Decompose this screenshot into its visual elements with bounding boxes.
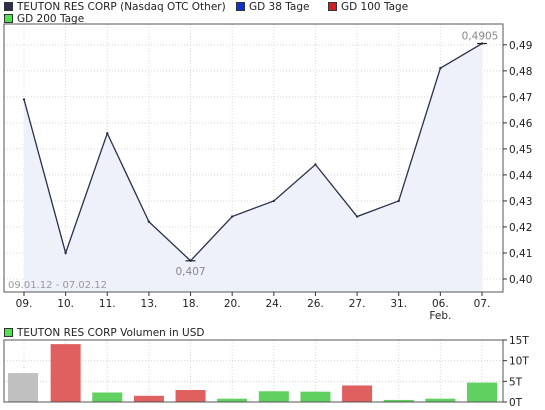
volume-bar — [383, 399, 414, 402]
volume-bar — [258, 391, 289, 402]
volume-bar — [8, 373, 38, 402]
price-point — [355, 215, 359, 218]
price-ytick-label: 0,49 — [509, 40, 532, 52]
price-y-axis: 0,40 0,41 0,42 0,43 0,44 0,45 0,46 0,47 0,48 0,49 — [503, 40, 533, 286]
price-point — [22, 98, 26, 101]
price-point — [397, 199, 400, 203]
volume-ytick-label: 5T — [509, 376, 523, 388]
volume-bar — [467, 382, 497, 402]
price-xtick-label: 26. — [307, 298, 324, 310]
date-range-label: 09.01.12 - 07.02.12 — [8, 280, 107, 291]
price-xtick-label: 09. — [16, 298, 33, 310]
price-ytick-label: 0,45 — [509, 144, 532, 156]
price-ytick-label: 0,42 — [509, 222, 532, 234]
price-xtick-label: 13. — [141, 298, 158, 310]
price-xtick-label: 27. — [349, 298, 366, 310]
price-area-fill — [24, 43, 482, 293]
volume-bar — [133, 395, 164, 402]
legend-gd38-swatch — [236, 2, 245, 11]
price-marks: 0,4905 0,407 — [22, 31, 499, 278]
price-xtick-label: 31. — [390, 298, 407, 310]
legend-gd38-label: GD 38 Tage — [249, 1, 310, 13]
volume-bar — [50, 344, 81, 402]
volume-bar — [342, 385, 373, 402]
volume-bar — [300, 391, 331, 402]
legend-volume: TEUTON RES CORP Volumen in USD — [4, 327, 205, 339]
price-ytick-label: 0,44 — [509, 170, 533, 182]
price-point — [64, 251, 67, 255]
price-month-label: Feb. — [429, 310, 451, 322]
volume-bar — [175, 390, 206, 402]
volume-y-axis: 0T 5T 10T 15T — [503, 335, 529, 409]
price-point — [106, 132, 109, 135]
volume-bar — [425, 398, 456, 402]
price-ytick-label: 0,40 — [509, 274, 532, 286]
max-annotation: 0,4905 — [462, 31, 499, 43]
volume-bar — [217, 398, 248, 402]
volume-ytick-label: 10T — [509, 356, 529, 368]
price-xtick-label: 10. — [57, 298, 74, 310]
price-xtick-label: 20. — [224, 298, 241, 310]
price-xtick-label: 24. — [265, 298, 282, 310]
price-point — [272, 199, 276, 203]
legend-volume-swatch — [4, 328, 13, 337]
legend-main: TEUTON RES CORP (Nasdaq OTC Other) — [4, 1, 226, 13]
legend-volume-label: TEUTON RES CORP Volumen in USD — [17, 327, 205, 339]
price-ytick-label: 0,46 — [509, 118, 533, 130]
legend-main-swatch — [4, 2, 13, 11]
price-ytick-label: 0,43 — [509, 196, 532, 208]
legend-gd38: GD 38 Tage — [236, 1, 310, 13]
legend-main-label: TEUTON RES CORP (Nasdaq OTC Other) — [17, 1, 226, 13]
price-ytick-label: 0,48 — [509, 66, 532, 78]
volume-bar — [92, 392, 123, 402]
price-point — [147, 220, 151, 223]
legend-gd200-label: GD 200 Tage — [17, 13, 85, 25]
price-x-axis: 09. 10. 11. 13. 18. 20. 24. 26. 27. 31. 06.Feb. 07. — [16, 292, 491, 322]
min-annotation: 0,407 — [176, 266, 206, 278]
price-xtick-label: 07. — [474, 298, 491, 310]
volume-ytick-label: 0T — [509, 397, 523, 409]
price-line — [23, 42, 483, 262]
legend-gd100-swatch — [328, 2, 337, 11]
price-xtick-label: 11. — [99, 298, 116, 310]
legend-gd200-swatch — [4, 14, 13, 23]
price-ytick-label: 0,41 — [509, 248, 532, 260]
price-point — [439, 67, 442, 70]
price-point — [230, 215, 234, 218]
price-ytick-label: 0,47 — [509, 92, 532, 104]
volume-bars — [8, 344, 497, 402]
price-xtick-label: 18. — [182, 298, 199, 310]
price-plot-frame — [3, 23, 504, 293]
price-xtick-label: 06. — [432, 298, 449, 310]
volume-ytick-label: 15T — [509, 335, 529, 347]
legend-gd200: GD 200 Tage — [4, 13, 84, 25]
volume-plot-frame — [3, 339, 504, 403]
legend-gd100-label: GD 100 Tage — [341, 1, 409, 13]
price-point — [314, 163, 317, 166]
legend-gd100: GD 100 Tage — [328, 1, 408, 13]
